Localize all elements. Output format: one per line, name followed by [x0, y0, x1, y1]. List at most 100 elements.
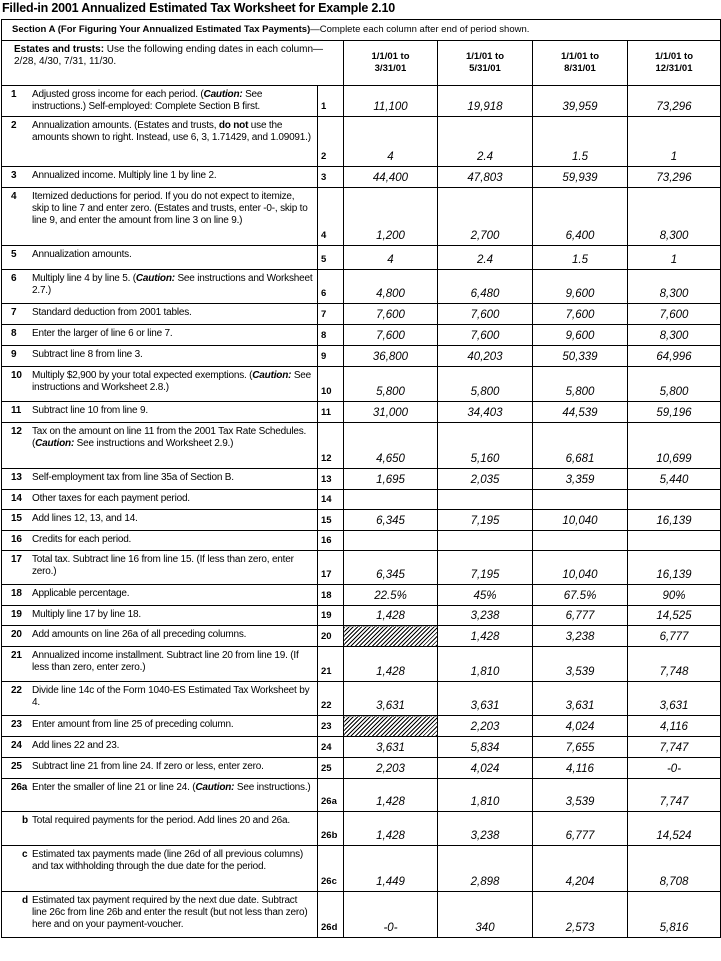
amount-cell[interactable]: 3,631 [343, 736, 438, 758]
amount-cell[interactable]: 50,339 [532, 345, 628, 367]
amount-cell[interactable]: 2,035 [437, 468, 533, 490]
amount-cell[interactable]: 7,600 [532, 303, 628, 325]
amount-cell[interactable]: 5,834 [437, 736, 533, 758]
amount-cell[interactable]: 22.5% [343, 584, 438, 606]
amount-cell[interactable]: 1.5 [532, 245, 628, 270]
amount-cell[interactable]: 1,449 [343, 845, 438, 892]
amount-cell[interactable]: 9,600 [532, 324, 628, 346]
amount-cell[interactable]: 4 [343, 245, 438, 270]
amount-cell[interactable]: 1,695 [343, 468, 438, 490]
amount-cell[interactable]: 3,238 [437, 811, 533, 846]
amount-cell[interactable]: 6,345 [343, 550, 438, 585]
amount-cell[interactable]: 3,631 [343, 681, 438, 716]
amount-cell[interactable]: 4,024 [532, 715, 628, 737]
amount-cell[interactable]: 10,040 [532, 509, 628, 531]
amount-cell[interactable]: 3,631 [626, 681, 721, 716]
amount-cell[interactable]: 340 [437, 891, 533, 938]
amount-cell[interactable]: 1 [626, 116, 721, 167]
amount-cell[interactable]: 4,650 [343, 422, 438, 469]
amount-cell[interactable]: 10,699 [626, 422, 721, 469]
amount-cell[interactable]: 67.5% [532, 584, 628, 606]
amount-cell[interactable]: 1,428 [437, 625, 533, 647]
amount-cell[interactable]: 5,816 [626, 891, 721, 938]
amount-cell[interactable]: 7,747 [626, 778, 721, 812]
amount-cell[interactable]: 8,708 [626, 845, 721, 892]
amount-cell[interactable]: 6,777 [532, 605, 628, 626]
amount-cell[interactable]: 10,040 [532, 550, 628, 585]
amount-cell[interactable]: 5,160 [437, 422, 533, 469]
amount-cell[interactable]: 6,777 [626, 625, 721, 647]
amount-cell[interactable]: 3,359 [532, 468, 628, 490]
amount-cell[interactable]: -0- [626, 757, 721, 779]
amount-cell[interactable]: 1,428 [343, 646, 438, 682]
amount-cell[interactable]: 3,238 [532, 625, 628, 647]
amount-cell[interactable]: 7,600 [437, 324, 533, 346]
amount-cell[interactable]: 7,600 [437, 303, 533, 325]
amount-cell[interactable]: 40,203 [437, 345, 533, 367]
amount-cell[interactable]: 1,428 [343, 811, 438, 846]
amount-cell[interactable]: 5,800 [343, 366, 438, 402]
amount-cell[interactable] [532, 530, 628, 551]
amount-cell[interactable]: 3,631 [437, 681, 533, 716]
amount-cell[interactable]: 45% [437, 584, 533, 606]
amount-cell[interactable]: 4,800 [343, 269, 438, 304]
amount-cell[interactable]: 34,403 [437, 401, 533, 423]
amount-cell[interactable] [437, 489, 533, 510]
amount-cell[interactable]: 4,204 [532, 845, 628, 892]
amount-cell[interactable]: 3,238 [437, 605, 533, 626]
amount-cell[interactable]: 73,296 [626, 85, 721, 117]
amount-cell[interactable]: 7,748 [626, 646, 721, 682]
amount-cell[interactable]: 16,139 [626, 550, 721, 585]
amount-cell[interactable] [626, 489, 721, 510]
amount-cell[interactable]: 7,655 [532, 736, 628, 758]
amount-cell[interactable]: 5,440 [626, 468, 721, 490]
amount-cell[interactable]: 7,747 [626, 736, 721, 758]
amount-cell[interactable]: 1,810 [437, 778, 533, 812]
amount-cell[interactable]: 6,345 [343, 509, 438, 531]
amount-cell[interactable]: 8,300 [626, 269, 721, 304]
amount-cell[interactable]: 59,196 [626, 401, 721, 423]
amount-cell[interactable]: 4 [343, 116, 438, 167]
amount-cell[interactable]: 6,681 [532, 422, 628, 469]
amount-cell[interactable]: 1,428 [343, 778, 438, 812]
amount-cell[interactable]: 31,000 [343, 401, 438, 423]
amount-cell[interactable]: 7,195 [437, 509, 533, 531]
amount-cell[interactable]: 5,800 [626, 366, 721, 402]
amount-cell[interactable]: 6,480 [437, 269, 533, 304]
amount-cell[interactable]: 7,600 [626, 303, 721, 325]
amount-cell[interactable]: 2,573 [532, 891, 628, 938]
amount-cell[interactable]: 2.4 [437, 245, 533, 270]
amount-cell[interactable]: 8,300 [626, 187, 721, 246]
amount-cell[interactable]: 1,810 [437, 646, 533, 682]
amount-cell[interactable]: 44,400 [343, 166, 438, 188]
amount-cell[interactable]: 39,959 [532, 85, 628, 117]
amount-cell[interactable]: 7,600 [343, 303, 438, 325]
amount-cell[interactable]: 14,525 [626, 605, 721, 626]
amount-cell[interactable] [437, 530, 533, 551]
amount-cell[interactable]: 2,203 [343, 757, 438, 779]
amount-cell[interactable]: 44,539 [532, 401, 628, 423]
amount-cell[interactable]: 2,898 [437, 845, 533, 892]
amount-cell[interactable]: 2,700 [437, 187, 533, 246]
amount-cell[interactable]: 8,300 [626, 324, 721, 346]
amount-cell[interactable]: 4,024 [437, 757, 533, 779]
amount-cell[interactable]: 2,203 [437, 715, 533, 737]
amount-cell[interactable]: 59,939 [532, 166, 628, 188]
amount-cell[interactable]: 1 [626, 245, 721, 270]
amount-cell[interactable]: 5,800 [437, 366, 533, 402]
amount-cell[interactable]: 3,539 [532, 778, 628, 812]
amount-cell[interactable]: 7,600 [343, 324, 438, 346]
amount-cell[interactable] [626, 530, 721, 551]
amount-cell[interactable]: 47,803 [437, 166, 533, 188]
amount-cell[interactable]: 1,200 [343, 187, 438, 246]
amount-cell[interactable]: 14,524 [626, 811, 721, 846]
amount-cell[interactable]: 3,539 [532, 646, 628, 682]
amount-cell[interactable] [532, 489, 628, 510]
amount-cell[interactable] [343, 530, 438, 551]
amount-cell[interactable] [343, 489, 438, 510]
amount-cell[interactable]: 3,631 [532, 681, 628, 716]
amount-cell[interactable]: 1,428 [343, 605, 438, 626]
amount-cell[interactable]: 16,139 [626, 509, 721, 531]
amount-cell[interactable]: 6,400 [532, 187, 628, 246]
amount-cell[interactable]: 7,195 [437, 550, 533, 585]
